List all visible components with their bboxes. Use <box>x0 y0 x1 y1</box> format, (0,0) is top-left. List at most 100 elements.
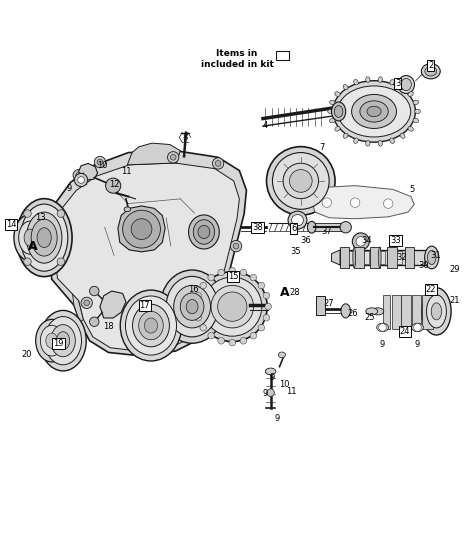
Circle shape <box>94 156 106 167</box>
Polygon shape <box>69 256 83 323</box>
Text: 9: 9 <box>67 183 72 193</box>
Circle shape <box>379 324 386 331</box>
Ellipse shape <box>415 109 420 114</box>
Text: 15: 15 <box>228 272 238 282</box>
Ellipse shape <box>218 292 247 321</box>
Polygon shape <box>54 163 239 351</box>
Bar <box>340 250 428 265</box>
Text: 9: 9 <box>415 340 420 349</box>
Ellipse shape <box>197 272 267 341</box>
Ellipse shape <box>354 138 358 143</box>
Polygon shape <box>79 164 98 181</box>
Ellipse shape <box>377 323 389 332</box>
Ellipse shape <box>120 290 182 361</box>
Circle shape <box>240 269 246 276</box>
Text: 9: 9 <box>380 340 385 349</box>
Text: 27: 27 <box>324 299 335 309</box>
Circle shape <box>258 282 264 289</box>
Circle shape <box>222 307 233 318</box>
Ellipse shape <box>308 221 316 233</box>
Circle shape <box>76 172 82 178</box>
Ellipse shape <box>36 320 68 362</box>
Text: A: A <box>280 286 289 299</box>
Ellipse shape <box>413 100 419 105</box>
Circle shape <box>263 315 270 321</box>
Ellipse shape <box>46 333 58 348</box>
Circle shape <box>229 339 236 346</box>
Circle shape <box>78 177 84 183</box>
Ellipse shape <box>328 109 333 114</box>
Circle shape <box>258 324 264 331</box>
Ellipse shape <box>211 285 254 328</box>
Circle shape <box>97 159 103 165</box>
Ellipse shape <box>400 85 405 89</box>
Circle shape <box>73 170 84 181</box>
Ellipse shape <box>337 86 410 137</box>
Bar <box>317 296 325 315</box>
Ellipse shape <box>378 247 381 268</box>
Circle shape <box>218 269 225 276</box>
Text: 14: 14 <box>6 220 16 229</box>
Circle shape <box>352 233 369 250</box>
Text: 8: 8 <box>182 133 188 142</box>
Ellipse shape <box>198 225 210 239</box>
Ellipse shape <box>378 77 383 82</box>
Circle shape <box>193 304 200 310</box>
Text: 35: 35 <box>291 247 301 256</box>
Text: 17: 17 <box>139 301 150 310</box>
Ellipse shape <box>189 215 219 249</box>
Circle shape <box>383 199 393 208</box>
Circle shape <box>350 198 360 208</box>
Circle shape <box>195 292 201 299</box>
Text: 32: 32 <box>396 254 407 262</box>
Ellipse shape <box>354 80 358 85</box>
Text: 10: 10 <box>97 161 108 170</box>
Ellipse shape <box>56 332 70 350</box>
Circle shape <box>90 317 99 327</box>
Bar <box>364 251 369 264</box>
Bar <box>401 295 411 329</box>
Ellipse shape <box>360 101 388 122</box>
Polygon shape <box>128 143 180 165</box>
Bar <box>387 247 397 268</box>
Ellipse shape <box>133 304 169 347</box>
Ellipse shape <box>329 100 335 105</box>
Circle shape <box>414 324 421 331</box>
Text: Items in: Items in <box>216 49 258 58</box>
Ellipse shape <box>343 133 348 138</box>
Circle shape <box>212 158 224 169</box>
Text: 18: 18 <box>103 322 114 331</box>
Ellipse shape <box>40 326 63 356</box>
Ellipse shape <box>27 212 62 263</box>
Ellipse shape <box>278 352 285 358</box>
Bar <box>412 295 421 329</box>
Ellipse shape <box>408 126 413 131</box>
Ellipse shape <box>398 76 414 93</box>
Circle shape <box>167 152 179 163</box>
Text: 30: 30 <box>419 261 429 271</box>
Text: 37: 37 <box>321 227 332 237</box>
Ellipse shape <box>390 138 394 143</box>
Bar <box>370 247 380 268</box>
Circle shape <box>24 258 31 266</box>
Circle shape <box>81 297 92 309</box>
Ellipse shape <box>335 126 340 131</box>
Text: 9: 9 <box>270 373 275 382</box>
Text: 3: 3 <box>395 79 401 88</box>
Ellipse shape <box>378 141 383 146</box>
Ellipse shape <box>18 221 41 254</box>
Text: 31: 31 <box>430 251 441 260</box>
Text: 10: 10 <box>280 380 290 389</box>
Ellipse shape <box>401 79 411 91</box>
Circle shape <box>340 222 351 233</box>
Polygon shape <box>100 291 126 318</box>
Text: 7: 7 <box>319 143 325 152</box>
Circle shape <box>90 287 99 296</box>
Ellipse shape <box>390 80 394 85</box>
Text: 5: 5 <box>409 185 414 194</box>
Ellipse shape <box>367 107 381 116</box>
Text: 38: 38 <box>252 223 263 232</box>
Circle shape <box>24 210 31 217</box>
Ellipse shape <box>343 85 348 89</box>
Text: 24: 24 <box>400 327 410 335</box>
